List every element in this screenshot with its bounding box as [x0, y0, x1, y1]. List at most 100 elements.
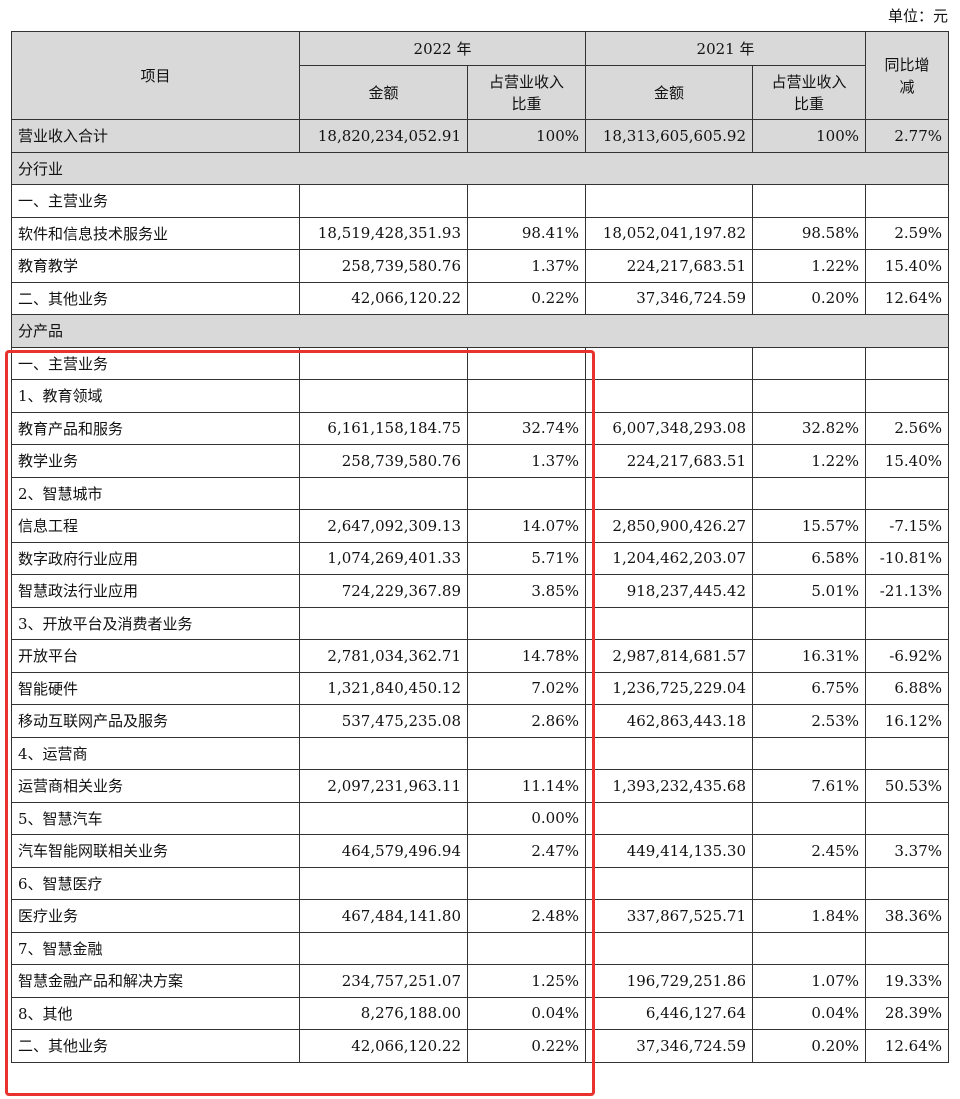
amount-2021: 918,237,445.42	[585, 574, 754, 608]
share-2021: 32.82%	[752, 411, 867, 445]
table-row: 3、开放平台及消费者业务	[11, 606, 950, 640]
table-row: 智慧金融产品和解决方案 234,757,251.07 1.25% 196,729,25…	[11, 964, 950, 998]
share-2021	[752, 379, 867, 413]
share-2021: 0.04%	[752, 996, 867, 1030]
amount-2021: 2,850,900,426.27	[585, 509, 754, 543]
table-row: 8、其他 8,276,188.00 0.04% 6,446,127.64 0.04% 28…	[11, 996, 950, 1030]
yoy-change: 6.88%	[865, 671, 950, 705]
yoy-change: -7.15%	[865, 509, 950, 543]
share-2022	[466, 736, 587, 770]
share-2021	[752, 606, 867, 640]
amount-2021	[585, 736, 754, 770]
amount-2022: 42,066,120.22	[299, 281, 468, 315]
amount-2022: 18,519,428,351.93	[299, 216, 468, 250]
section-row-product: 分产品	[10, 314, 950, 348]
amount-2021	[585, 184, 754, 218]
header-yoy-line1: 同比增	[884, 55, 930, 74]
header-amount-2021: 金额	[585, 65, 754, 120]
amount-2022: 537,475,235.08	[299, 704, 468, 738]
amount-2022: 464,579,496.94	[299, 834, 468, 868]
share-2021	[752, 736, 867, 770]
share-2022	[466, 606, 587, 640]
row-name: 4、运营商	[11, 736, 300, 770]
amount-2021: 224,217,683.51	[585, 444, 754, 478]
amount-2021	[585, 866, 754, 900]
yoy-change	[865, 184, 950, 218]
table-row: 一、主营业务	[11, 184, 950, 218]
amount-2022	[299, 931, 468, 965]
header-year-2022: 2022 年	[298, 31, 587, 66]
header-share-line2: 比重	[794, 94, 825, 113]
share-2021: 5.01%	[752, 574, 867, 608]
section-label: 分产品	[10, 314, 950, 348]
amount-2021: 37,346,724.59	[585, 281, 754, 315]
share-2021: 16.31%	[752, 639, 867, 673]
row-name: 智慧政法行业应用	[11, 574, 300, 608]
amount-2021: 224,217,683.51	[585, 249, 754, 283]
amount-2021	[585, 931, 754, 965]
row-name: 5、智慧汽车	[11, 801, 300, 835]
share-2021: 6.75%	[752, 671, 867, 705]
share-2021	[752, 346, 867, 380]
row-name: 2、智慧城市	[11, 476, 300, 510]
table-row: 软件和信息技术服务业 18,519,428,351.93 98.41% 18,052,…	[11, 216, 950, 250]
table-row: 医疗业务 467,484,141.80 2.48% 337,867,525.71 1.8…	[11, 899, 950, 933]
share-2021	[752, 866, 867, 900]
header-year-2021: 2021 年	[585, 31, 867, 66]
header-share-line1: 占营业收入	[489, 72, 565, 91]
share-2022: 1.37%	[466, 249, 587, 283]
share-2022: 2.86%	[466, 704, 587, 738]
yoy-change: 16.12%	[865, 704, 950, 738]
row-name: 教育产品和服务	[11, 411, 300, 445]
row-name: 信息工程	[11, 509, 300, 543]
row-name: 数字政府行业应用	[11, 541, 300, 575]
table-row: 开放平台 2,781,034,362.71 14.78% 2,987,814,681.…	[11, 639, 950, 673]
table-row: 6、智慧医疗	[11, 866, 950, 900]
row-name: 运营商相关业务	[11, 769, 300, 803]
amount-2021	[585, 606, 754, 640]
amount-2021	[585, 379, 754, 413]
yoy-change	[865, 866, 950, 900]
share-2022: 3.85%	[466, 574, 587, 608]
share-2022	[466, 379, 587, 413]
yoy-change: 2.59%	[865, 216, 950, 250]
yoy-change: 3.37%	[865, 834, 950, 868]
share-2022	[466, 931, 587, 965]
table-row: 7、智慧金融	[11, 931, 950, 965]
table-row: 二、其他业务 42,066,120.22 0.22% 37,346,724.59 0.2…	[11, 1029, 950, 1063]
section-row-industry: 分行业	[10, 151, 950, 185]
amount-2022: 1,074,269,401.33	[299, 541, 468, 575]
share-2022: 14.78%	[466, 639, 587, 673]
share-2022: 98.41%	[466, 216, 587, 250]
total-row: 营业收入合计 18,820,234,052.91 100% 18,313,605…	[11, 119, 950, 153]
share-2022: 0.00%	[466, 801, 587, 835]
yoy-change: -21.13%	[865, 574, 950, 608]
amount-2021: 449,414,135.30	[585, 834, 754, 868]
yoy-change: 28.39%	[865, 996, 950, 1030]
share-2022: 0.22%	[466, 281, 587, 315]
amount-2021: 1,236,725,229.04	[585, 671, 754, 705]
amount-2021: 196,729,251.86	[585, 964, 754, 998]
share-2022: 2.47%	[466, 834, 587, 868]
yoy-change: 50.53%	[865, 769, 950, 803]
amount-2022: 258,739,580.76	[299, 249, 468, 283]
share-2021: 6.58%	[752, 541, 867, 575]
yoy-change: 38.36%	[865, 899, 950, 933]
yoy-change: 12.64%	[865, 281, 950, 315]
amount-2021: 37,346,724.59	[585, 1029, 754, 1063]
row-name: 二、其他业务	[11, 281, 300, 315]
row-name: 1、教育领域	[11, 379, 300, 413]
amount-2021: 1,393,232,435.68	[585, 769, 754, 803]
amount-2022	[299, 866, 468, 900]
header-share-line2: 比重	[511, 94, 542, 113]
table-row: 1、教育领域	[11, 379, 950, 413]
amount-2021: 462,863,443.18	[585, 704, 754, 738]
header-yoy-line2: 减	[899, 77, 915, 96]
table-row: 智慧政法行业应用 724,229,367.89 3.85% 918,237,445.4…	[11, 574, 950, 608]
amount-2022: 18,820,234,052.91	[299, 119, 468, 153]
amount-2021: 6,446,127.64	[585, 996, 754, 1030]
share-2021	[752, 476, 867, 510]
table-row: 教育教学 258,739,580.76 1.37% 224,217,683.51 1.2…	[11, 249, 950, 283]
share-2022: 1.25%	[466, 964, 587, 998]
yoy-change: -10.81%	[865, 541, 950, 575]
